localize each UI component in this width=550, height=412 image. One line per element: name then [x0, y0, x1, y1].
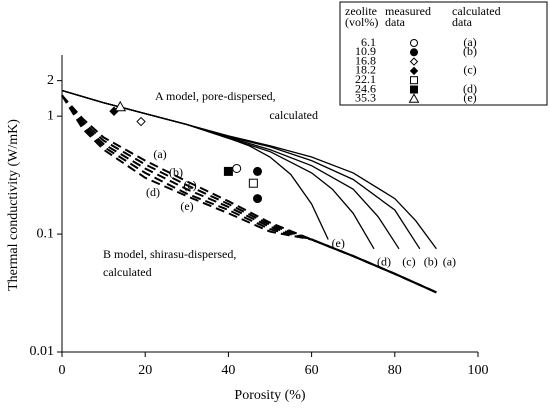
curve-label: (c): [402, 255, 415, 269]
y-tick-label: 1: [47, 108, 54, 123]
x-tick-label: 60: [305, 363, 319, 378]
legend-header: data: [385, 15, 406, 29]
marker-diamond: [136, 116, 146, 127]
curve-label: (e): [180, 199, 193, 213]
curve-label: (b): [169, 165, 183, 179]
y-axis-label: Thermal conductivity (W/mK): [6, 119, 21, 291]
annotation: B model, shirasu-dispersed,: [103, 247, 236, 261]
x-tick-label: 20: [138, 363, 152, 378]
annotation: calculated: [269, 108, 318, 122]
y-tick-label: 2: [47, 73, 54, 88]
marker-circle: [253, 194, 263, 204]
x-tick-label: 40: [221, 363, 235, 378]
legend-zeolite: 24.6: [355, 81, 376, 95]
model-curve: [61, 89, 329, 240]
annotation: calculated: [103, 265, 152, 279]
legend-zeolite: 35.3: [355, 91, 376, 105]
curve-label: (a): [153, 147, 166, 161]
legend-zeolite: 18.2: [355, 63, 376, 77]
marker-square: [248, 178, 258, 188]
marker-circle: [410, 39, 418, 47]
legend-header: (vol%): [345, 15, 378, 29]
curve-label: (e): [332, 236, 345, 250]
marker-square: [410, 76, 418, 85]
legend-header: measured: [385, 4, 431, 18]
marker-circle: [253, 166, 263, 176]
curve-label: (a): [443, 255, 456, 269]
marker-circle: [410, 48, 418, 57]
legend-calculated: (d): [463, 81, 477, 95]
marker-square: [223, 166, 233, 176]
marker-circle: [232, 163, 242, 173]
model-curve: [61, 94, 437, 294]
x-axis-label: Porosity (%): [234, 388, 306, 403]
legend-zeolite: 6.1: [361, 35, 376, 49]
legend-header: zeolite: [345, 4, 377, 18]
curve-label: (d): [377, 255, 391, 269]
x-tick-label: 100: [468, 363, 489, 378]
marker-triangle: [114, 100, 127, 112]
legend-zeolite: 22.1: [355, 72, 376, 86]
marker-square: [410, 85, 418, 94]
legend-calculated: (a): [463, 35, 476, 49]
x-tick-label: 0: [59, 363, 66, 378]
y-tick-label: 0.1: [37, 226, 55, 241]
curve-label: (d): [146, 185, 160, 199]
legend-calculated: (b): [463, 44, 477, 58]
y-tick-label: 0.01: [30, 344, 55, 359]
legend-header: calculated: [452, 4, 501, 18]
legend-calculated: (c): [463, 63, 476, 77]
legend-zeolite: 10.9: [355, 44, 376, 58]
marker-triangle: [408, 93, 420, 103]
legend-calculated: (e): [463, 91, 476, 105]
legend-header: data: [452, 15, 473, 29]
marker-diamond: [409, 66, 419, 76]
annotation: A model, pore-dispersed,: [155, 89, 276, 103]
curve-label: (c): [183, 178, 196, 192]
legend-zeolite: 16.8: [355, 53, 376, 67]
x-tick-label: 80: [388, 363, 402, 378]
marker-diamond: [409, 57, 419, 66]
curve-label: (b): [424, 255, 438, 269]
legend-box: [339, 1, 548, 106]
